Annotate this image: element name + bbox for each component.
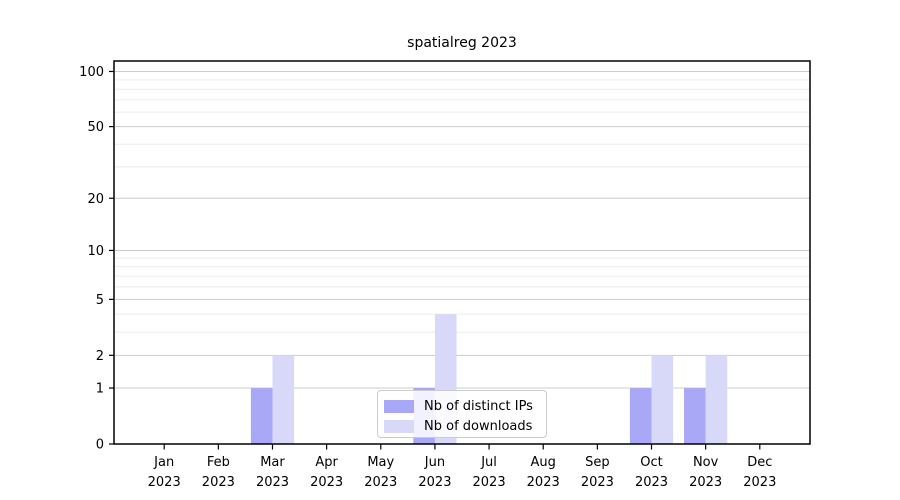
x-tick-label-year: 2023 — [473, 475, 506, 490]
x-tick-label-month: May — [367, 455, 394, 470]
x-tick-label-year: 2023 — [527, 475, 560, 490]
plot-frame — [113, 60, 811, 445]
x-tick-label-month: Sep — [585, 455, 610, 470]
chart-title: spatialreg 2023 — [407, 35, 517, 51]
x-tick-label-month: Mar — [260, 455, 285, 470]
legend-item-distinct-ips: Nb of distinct IPs — [384, 398, 538, 414]
y-tick-label: 20 — [87, 192, 104, 207]
x-tick-label-year: 2023 — [635, 475, 668, 490]
legend: Nb of distinct IPs Nb of downloads — [377, 390, 547, 438]
y-tick-label: 0 — [96, 438, 104, 453]
x-tick-label-month: Aug — [531, 455, 556, 470]
x-tick-label-month: Jan — [153, 455, 174, 470]
x-tick-label-month: Oct — [640, 455, 662, 470]
x-tick-label-year: 2023 — [743, 475, 776, 490]
legend-item-downloads: Nb of downloads — [384, 418, 538, 434]
y-tick-label: 50 — [87, 120, 104, 135]
bar-downloads-nov — [705, 355, 728, 444]
legend-swatch-distinct-ips — [384, 400, 414, 413]
y-tick-label: 10 — [87, 244, 104, 259]
bar-downloads-mar — [272, 355, 295, 444]
x-tick-label-year: 2023 — [581, 475, 614, 490]
y-tick-label: 5 — [96, 293, 104, 308]
x-tick-label-year: 2023 — [310, 475, 343, 490]
bar-distinct-ips-nov — [684, 388, 706, 444]
x-tick-label-month: Dec — [747, 455, 772, 470]
bar-downloads-oct — [651, 355, 674, 444]
y-tick-label: 1 — [96, 382, 104, 397]
x-tick-label-year: 2023 — [418, 475, 451, 490]
bar-distinct-ips-oct — [629, 388, 652, 444]
x-tick-label-month: Jun — [424, 455, 445, 470]
x-tick-label-year: 2023 — [202, 475, 235, 490]
x-tick-label-month: Jul — [480, 455, 497, 470]
legend-label-downloads: Nb of downloads — [424, 418, 533, 434]
x-tick-label-year: 2023 — [256, 475, 289, 490]
y-tick-label: 2 — [96, 349, 104, 364]
x-tick-label-month: Feb — [207, 455, 230, 470]
x-tick-label-year: 2023 — [689, 475, 722, 490]
y-tick-label: 100 — [79, 65, 104, 80]
x-tick-label-month: Apr — [315, 455, 338, 470]
x-tick-label-year: 2023 — [148, 475, 181, 490]
x-tick-label-month: Nov — [693, 455, 719, 470]
legend-swatch-downloads — [384, 420, 414, 433]
legend-label-distinct-ips: Nb of distinct IPs — [424, 398, 533, 414]
bar-distinct-ips-mar — [250, 388, 273, 444]
x-tick-label-year: 2023 — [364, 475, 397, 490]
